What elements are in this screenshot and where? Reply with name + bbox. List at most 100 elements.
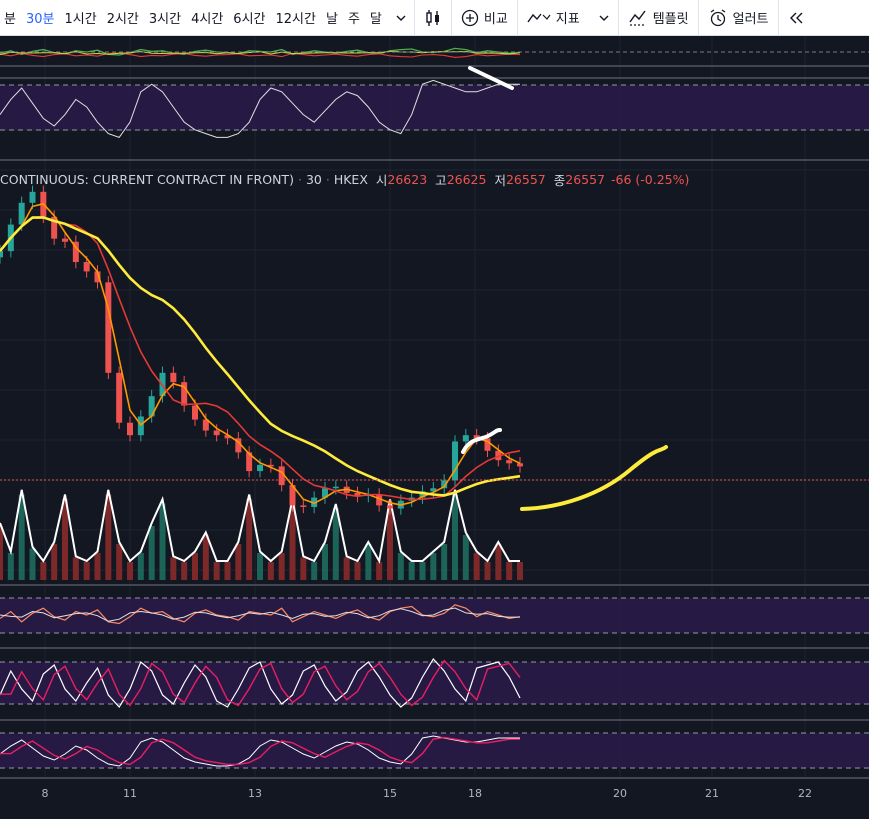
plus-circle-icon: [461, 9, 479, 26]
candle-body: [224, 435, 231, 439]
candle-body: [289, 485, 296, 506]
drawing-top-mark: [461, 428, 502, 454]
volume-bar: [83, 562, 90, 580]
drawing-projection-curve: [520, 445, 668, 511]
candle-body: [62, 238, 68, 242]
interval-selector: 분 30분 1시간 2시간 3시간 4시간 6시간 12시간 날 주 달: [0, 0, 388, 36]
interval-0[interactable]: 분: [4, 12, 16, 27]
templates-button[interactable]: 템플릿: [619, 0, 698, 36]
candle-body: [473, 435, 480, 439]
volume-bar: [72, 557, 79, 580]
candle-body: [192, 405, 198, 420]
volume-bar: [127, 562, 133, 580]
price-chart[interactable]: 8 11 13 15 18 20 21 22: [0, 36, 869, 815]
osc1-line-white: [0, 607, 520, 622]
time-axis-label: 21: [705, 787, 719, 800]
interval-8[interactable]: 날: [325, 12, 338, 27]
candle-body: [29, 191, 36, 203]
divider: [777, 0, 779, 36]
interval-3[interactable]: 2시간: [106, 12, 139, 27]
volume-bar: [300, 557, 307, 580]
alert-button[interactable]: 얼러트: [699, 0, 778, 36]
volume-bar: [137, 553, 144, 580]
interval-dropdown-chevron[interactable]: [388, 0, 414, 36]
indicators-label: 지표: [555, 12, 580, 27]
volume-bar: [40, 562, 47, 580]
templates-label: 템플릿: [652, 12, 689, 27]
volume-bar: [213, 562, 220, 580]
candle-body: [441, 480, 448, 489]
candle-body: [484, 438, 491, 451]
interval-1[interactable]: 30분: [25, 12, 55, 27]
volume-bar: [311, 562, 318, 580]
volume-bar: [343, 557, 350, 580]
chevron-down-icon: [396, 15, 406, 21]
osc1-line-orange: [0, 604, 521, 625]
chart-style-button[interactable]: [415, 0, 451, 36]
volume-bar: [387, 503, 393, 580]
interval-4[interactable]: 3시간: [148, 12, 182, 27]
interval-6[interactable]: 6시간: [233, 12, 266, 27]
top-osc-red: [0, 52, 521, 58]
osc1-band: [0, 598, 869, 633]
candle-body: [127, 422, 133, 436]
legend-separator: ·: [325, 171, 330, 187]
compare-button[interactable]: 비교: [452, 0, 517, 36]
candle-body: [495, 450, 502, 461]
volume-bar: [441, 544, 448, 580]
interval-10[interactable]: 달: [369, 12, 382, 27]
volume-bar: [354, 562, 361, 580]
toolbar: 분 30분 1시간 2시간 3시간 4시간 6시간 12시간 날 주 달 비교 지표 템플릿 얼러트: [0, 0, 869, 36]
interval-7[interactable]: 12시간: [275, 12, 316, 27]
candle-body: [387, 505, 393, 509]
replay-button[interactable]: [779, 0, 815, 36]
volume-bar: [397, 553, 404, 580]
low-label: 저: [494, 172, 506, 188]
candle-body: [462, 435, 469, 442]
ma-fast-line: [0, 202, 521, 506]
candle-body: [517, 463, 523, 467]
volume-bar: [192, 553, 198, 580]
interval-9[interactable]: 주: [347, 12, 360, 27]
osc2-band: [0, 662, 869, 704]
volume-bar: [116, 544, 123, 580]
divider: [413, 0, 415, 36]
volume-bar: [148, 526, 155, 580]
candle-body: [300, 505, 307, 507]
close-label: 종: [553, 172, 566, 188]
time-axis-label: 15: [383, 787, 397, 800]
chevron-down-icon: [599, 15, 609, 21]
volume-bar: [159, 503, 166, 580]
volume-bar: [376, 562, 383, 580]
volume-bar: [462, 535, 469, 580]
candle-body: [0, 251, 3, 258]
interval-2[interactable]: 1시간: [64, 12, 97, 27]
volume-bar: [278, 553, 285, 580]
volume-bar: [235, 544, 242, 580]
volume-bar: [62, 499, 68, 580]
volume-bar: [202, 535, 209, 580]
legend-exchange: HKEX: [333, 171, 368, 187]
chart-area[interactable]: 8 11 13 15 18 20 21 22: [0, 36, 869, 815]
templates-icon: [629, 10, 646, 26]
candle-body: [72, 241, 79, 263]
volume-bar: [51, 544, 58, 580]
divider: [516, 0, 518, 36]
volume-bar: [430, 553, 437, 580]
candle-body: [332, 486, 339, 489]
volume-bar: [257, 553, 263, 580]
rsi-line: [0, 79, 520, 138]
candle-body: [202, 419, 209, 431]
indicators-button[interactable]: 지표: [518, 0, 618, 36]
osc3-line-red: [0, 736, 520, 766]
osc2-line-white: [0, 657, 521, 709]
indicators-icon: [527, 13, 551, 22]
compare-label: 비교: [483, 12, 508, 27]
candle-body: [105, 282, 112, 373]
symbol-name[interactable]: CONTINUOUS: CURRENT CONTRACT IN FRONT): [0, 171, 294, 187]
candle-body: [257, 464, 263, 472]
high-label: 고: [435, 172, 447, 188]
change-value: -66 (-0.25%): [611, 171, 690, 187]
candle-body: [51, 216, 58, 239]
interval-5[interactable]: 4시간: [191, 12, 224, 27]
